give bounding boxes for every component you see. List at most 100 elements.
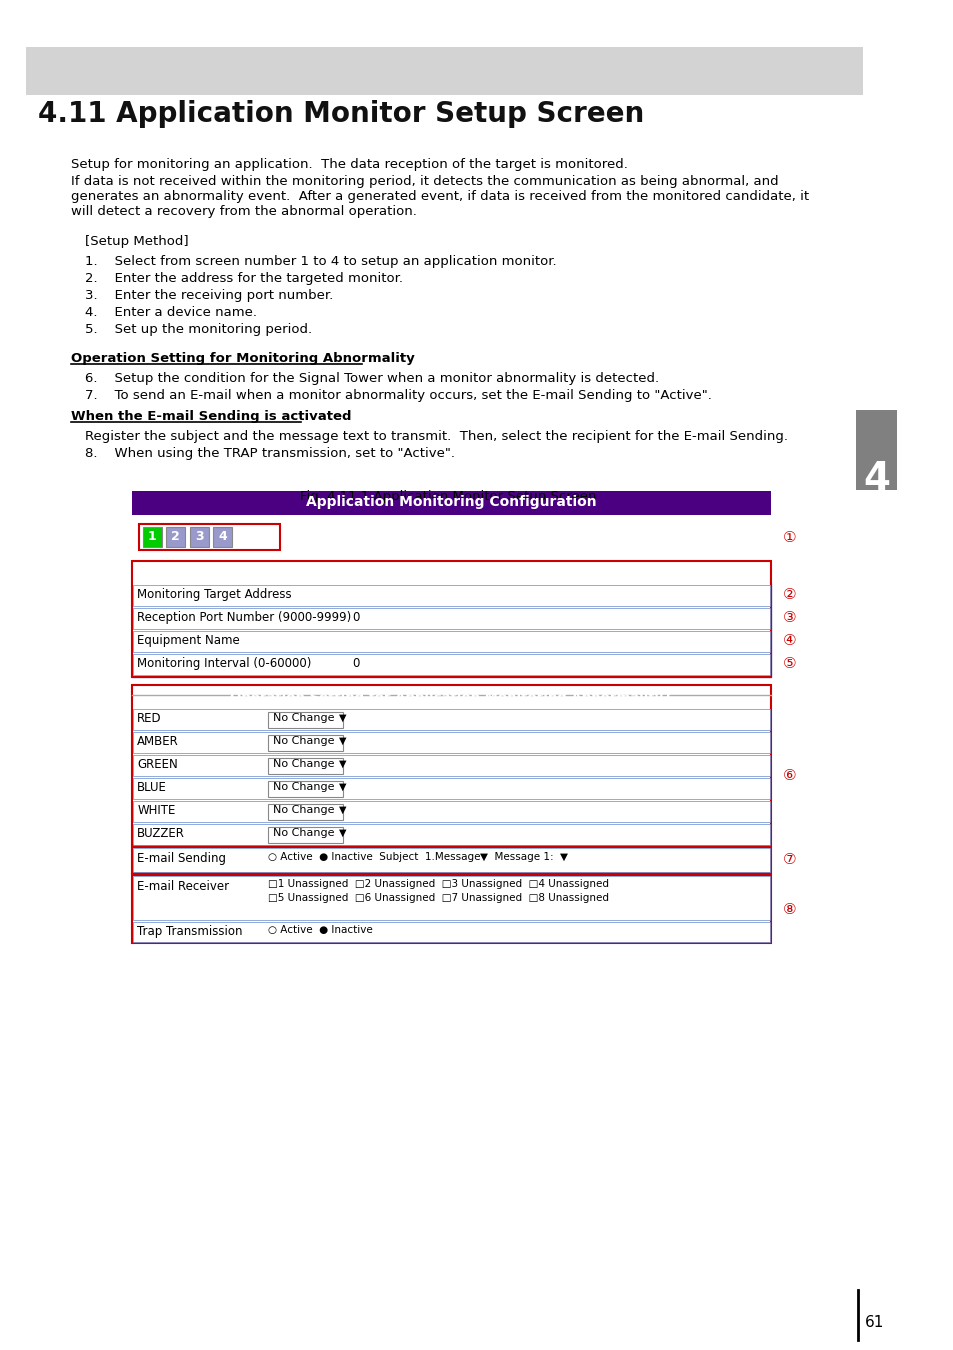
Text: ▼: ▼: [338, 805, 346, 815]
Bar: [132, 732, 769, 753]
Bar: [132, 562, 770, 676]
Text: ⑦: ⑦: [782, 852, 796, 868]
Bar: [132, 778, 769, 799]
Bar: [132, 848, 769, 872]
Text: ▼: ▼: [338, 759, 346, 769]
Text: No Change: No Change: [273, 782, 334, 792]
Text: ▼: ▼: [338, 828, 346, 838]
Bar: [139, 524, 280, 549]
Bar: [132, 876, 769, 919]
Text: ▼: ▼: [338, 782, 346, 792]
Text: WHITE: WHITE: [137, 805, 175, 817]
Text: BLUE: BLUE: [137, 782, 167, 794]
Bar: [132, 491, 770, 514]
Text: Fig. 4.11.1 Application Monitor Setup Screen: Fig. 4.11.1 Application Monitor Setup Sc…: [300, 490, 597, 504]
Text: No Change: No Change: [273, 805, 334, 815]
Bar: [132, 846, 770, 873]
Bar: [143, 526, 162, 547]
Text: BUZZER: BUZZER: [137, 828, 185, 840]
Bar: [132, 875, 770, 944]
Bar: [268, 805, 343, 819]
Text: 3.    Enter the receiving port number.: 3. Enter the receiving port number.: [85, 289, 333, 302]
Bar: [268, 782, 343, 796]
Text: 5.    Set up the monitoring period.: 5. Set up the monitoring period.: [85, 323, 312, 336]
Text: If data is not received within the monitoring period, it detects the communicati: If data is not received within the monit…: [71, 176, 808, 217]
Text: Monitoring Target Application1: Monitoring Target Application1: [335, 567, 567, 580]
Text: ▼: ▼: [558, 852, 567, 863]
Text: 2: 2: [172, 529, 180, 543]
Bar: [268, 828, 343, 842]
Text: GREEN: GREEN: [137, 757, 178, 771]
Text: ○ Active  ● Inactive  Subject  1.Message: ○ Active ● Inactive Subject 1.Message: [268, 852, 480, 863]
Text: Operation Setting for Application Monitoring Abnormality1: Operation Setting for Application Monito…: [230, 691, 672, 703]
Text: 0: 0: [353, 612, 359, 624]
Text: 7.    To send an E-mail when a monitor abnormality occurs, set the E-mail Sendin: 7. To send an E-mail when a monitor abno…: [85, 389, 711, 402]
Bar: [132, 630, 769, 652]
Bar: [132, 824, 769, 845]
Text: Setup for monitoring an application.  The data reception of the target is monito: Setup for monitoring an application. The…: [71, 158, 627, 171]
Text: ▼  Message 1:: ▼ Message 1:: [479, 852, 553, 863]
Bar: [268, 757, 343, 774]
Bar: [132, 755, 769, 776]
Text: Equipment Name: Equipment Name: [137, 634, 240, 647]
Text: 3: 3: [194, 529, 203, 543]
Bar: [132, 684, 770, 707]
Text: Monitoring Interval (0-60000): Monitoring Interval (0-60000): [137, 657, 312, 670]
Text: E-mail Receiver: E-mail Receiver: [137, 880, 229, 892]
Text: Register the subject and the message text to transmit.  Then, select the recipie: Register the subject and the message tex…: [85, 431, 787, 443]
Text: Reception Port Number (9000-9999): Reception Port Number (9000-9999): [137, 612, 351, 624]
Text: Monitoring Target Address: Monitoring Target Address: [137, 589, 292, 601]
Bar: [132, 709, 769, 730]
Bar: [132, 653, 769, 675]
Text: 61: 61: [864, 1315, 883, 1330]
Bar: [268, 734, 343, 751]
Text: 4.    Enter a device name.: 4. Enter a device name.: [85, 306, 256, 319]
Text: When the E-mail Sending is activated: When the E-mail Sending is activated: [71, 410, 351, 423]
Text: ▼: ▼: [338, 736, 346, 747]
Text: ⑧: ⑧: [782, 902, 796, 917]
Bar: [27, 47, 862, 95]
Bar: [132, 585, 769, 606]
Bar: [855, 410, 896, 490]
Text: □1 Unassigned  □2 Unassigned  □3 Unassigned  □4 Unassigned: □1 Unassigned □2 Unassigned □3 Unassigne…: [268, 879, 608, 890]
Text: □5 Unassigned  □6 Unassigned  □7 Unassigned  □8 Unassigned: □5 Unassigned □6 Unassigned □7 Unassigne…: [268, 892, 608, 903]
Text: No Change: No Change: [273, 736, 334, 747]
Text: 4: 4: [862, 460, 889, 498]
Text: No Change: No Change: [273, 828, 334, 838]
Text: 4.11 Application Monitor Setup Screen: 4.11 Application Monitor Setup Screen: [37, 100, 643, 128]
Text: 6.    Setup the condition for the Signal Tower when a monitor abnormality is det: 6. Setup the condition for the Signal To…: [85, 373, 659, 385]
Text: No Change: No Change: [273, 713, 334, 724]
Bar: [190, 526, 209, 547]
Text: 4: 4: [218, 529, 227, 543]
Bar: [166, 526, 185, 547]
Text: AMBER: AMBER: [137, 734, 179, 748]
Bar: [132, 684, 770, 845]
Text: 1: 1: [148, 529, 156, 543]
Text: 2.    Enter the address for the targeted monitor.: 2. Enter the address for the targeted mo…: [85, 271, 402, 285]
Bar: [132, 562, 770, 583]
Bar: [132, 922, 769, 942]
Bar: [268, 711, 343, 728]
Text: ⑥: ⑥: [782, 768, 796, 783]
Text: ③: ③: [782, 610, 796, 625]
Bar: [132, 583, 770, 676]
Text: E-mail Sending: E-mail Sending: [137, 852, 226, 865]
Text: No Change: No Change: [273, 759, 334, 769]
Text: ○ Active  ● Inactive: ○ Active ● Inactive: [268, 925, 373, 936]
Text: Operation Setting for Monitoring Abnormality: Operation Setting for Monitoring Abnorma…: [71, 352, 414, 365]
Bar: [132, 801, 769, 822]
Text: 1.    Select from screen number 1 to 4 to setup an application monitor.: 1. Select from screen number 1 to 4 to s…: [85, 255, 556, 269]
Text: ①: ①: [782, 529, 796, 544]
Text: Trap Transmission: Trap Transmission: [137, 925, 242, 938]
Bar: [213, 526, 232, 547]
Text: RED: RED: [137, 711, 162, 725]
Text: 0: 0: [353, 657, 359, 670]
Bar: [132, 608, 769, 629]
Text: ⑤: ⑤: [782, 656, 796, 671]
Text: ②: ②: [782, 587, 796, 602]
Text: ▼: ▼: [338, 713, 346, 724]
Text: Application Monitoring Configuration: Application Monitoring Configuration: [306, 495, 596, 509]
Text: ④: ④: [782, 633, 796, 648]
Text: [Setup Method]: [Setup Method]: [85, 235, 188, 248]
Text: 8.    When using the TRAP transmission, set to "Active".: 8. When using the TRAP transmission, set…: [85, 447, 455, 460]
